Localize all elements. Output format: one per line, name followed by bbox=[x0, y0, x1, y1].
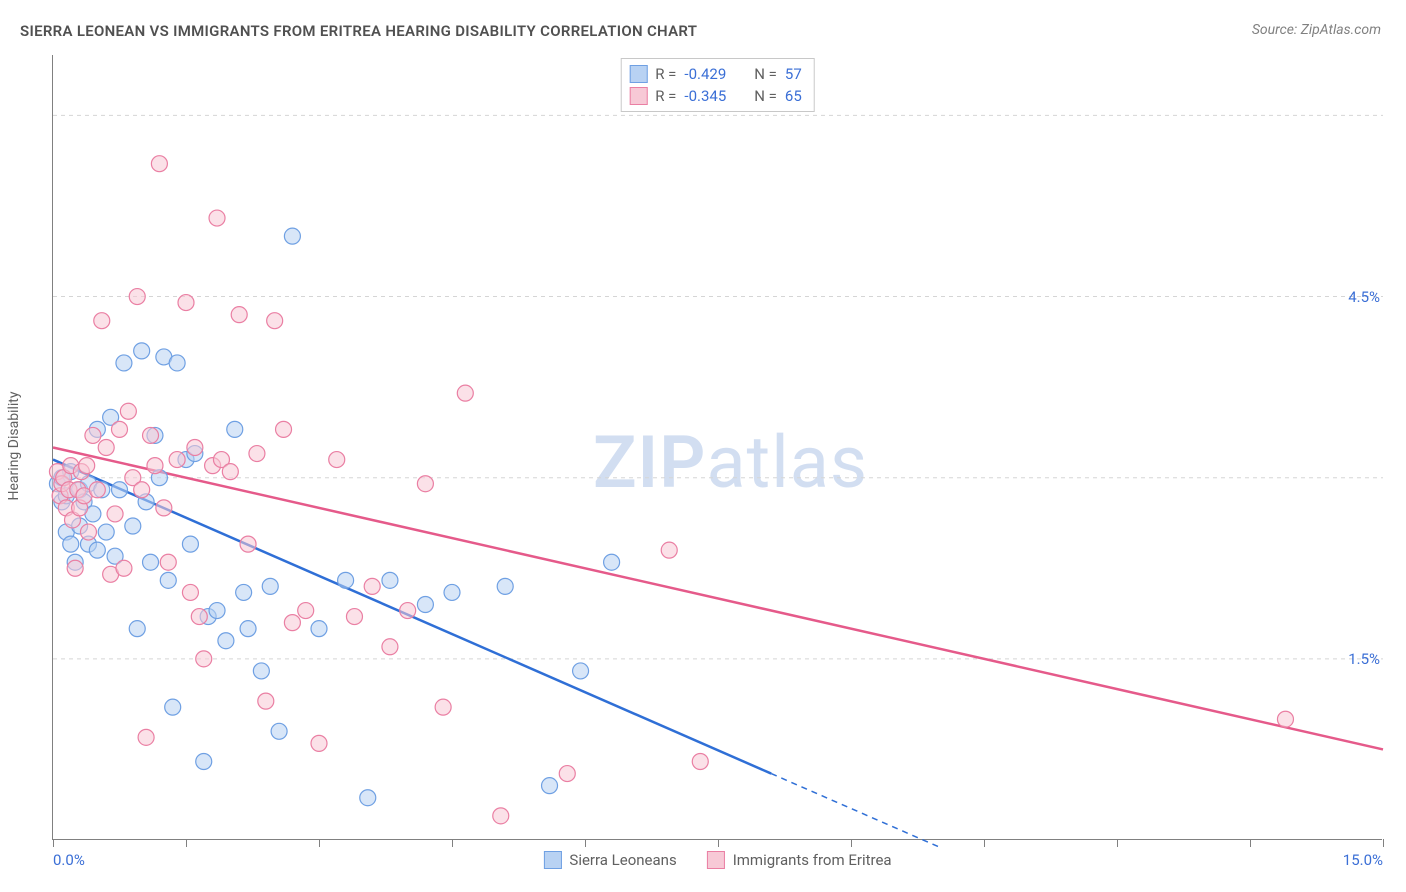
x-tick bbox=[1250, 839, 1251, 847]
legend-swatch bbox=[629, 65, 647, 83]
y-tick-label: 4.5% bbox=[1348, 288, 1384, 306]
chart-svg bbox=[53, 55, 1382, 839]
x-tick bbox=[1383, 839, 1384, 847]
n-label: N = bbox=[754, 63, 777, 85]
y-axis-title: Hearing Disability bbox=[6, 392, 22, 501]
source-credit: Source: ZipAtlas.com bbox=[1252, 22, 1381, 38]
y-tick-label: 1.5% bbox=[1348, 650, 1384, 668]
n-label: N = bbox=[754, 85, 777, 107]
x-tick bbox=[1117, 839, 1118, 847]
legend-series-label: Sierra Leoneans bbox=[569, 851, 676, 869]
chart-container: SIERRA LEONEAN VS IMMIGRANTS FROM ERITRE… bbox=[0, 0, 1406, 892]
legend-swatch bbox=[629, 87, 647, 105]
x-tick bbox=[851, 839, 852, 847]
chart-title: SIERRA LEONEAN VS IMMIGRANTS FROM ERITRE… bbox=[20, 22, 697, 40]
legend-series-item: Immigrants from Eritrea bbox=[707, 851, 892, 869]
legend-correlation-row: R = -0.429 N = 57 bbox=[629, 63, 802, 85]
legend-series: Sierra Leoneans Immigrants from Eritrea bbox=[543, 851, 891, 869]
x-tick bbox=[186, 839, 187, 847]
x-tick-label: 0.0% bbox=[53, 851, 85, 869]
x-tick bbox=[984, 839, 985, 847]
x-tick bbox=[585, 839, 586, 847]
legend-series-label: Immigrants from Eritrea bbox=[733, 851, 892, 869]
r-label: R = bbox=[655, 63, 676, 85]
legend-correlation-row: R = -0.345 N = 65 bbox=[629, 85, 802, 107]
x-tick bbox=[319, 839, 320, 847]
plot-area: ZIPatlas R =-0.429N =57R =-0.345N =65 Si… bbox=[52, 55, 1382, 840]
legend-correlation: R = -0.429 N = 57 R = -0.345 N = 65 bbox=[620, 58, 815, 112]
n-value: 57 bbox=[785, 63, 802, 85]
x-tick bbox=[53, 839, 54, 847]
legend-series-item: Sierra Leoneans bbox=[543, 851, 676, 869]
r-value: -0.429 bbox=[684, 63, 726, 85]
legend-swatch bbox=[707, 851, 725, 869]
legend-swatch bbox=[543, 851, 561, 869]
x-tick-label: 15.0% bbox=[1343, 851, 1383, 869]
r-value: -0.345 bbox=[684, 85, 726, 107]
r-label: R = bbox=[655, 85, 676, 107]
x-tick bbox=[718, 839, 719, 847]
x-tick bbox=[452, 839, 453, 847]
n-value: 65 bbox=[785, 85, 802, 107]
